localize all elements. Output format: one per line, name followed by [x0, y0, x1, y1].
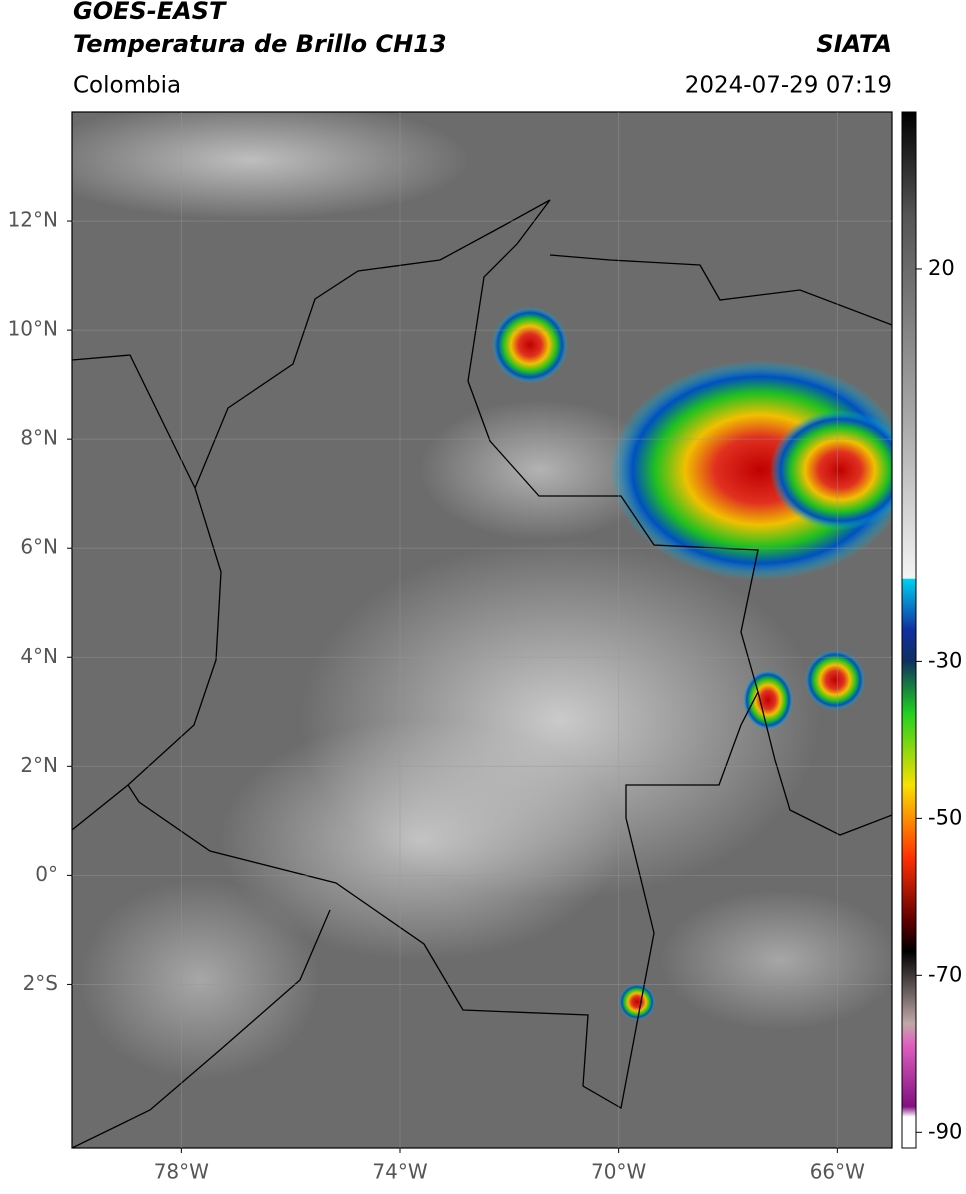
colorbar — [901, 111, 917, 1149]
y-tick-label: 6°N — [20, 535, 58, 559]
y-tick-label: 10°N — [8, 317, 58, 341]
title: GOES-EAST — [73, 0, 227, 25]
y-tick-label: 2°S — [23, 971, 58, 995]
source: SIATA — [816, 30, 892, 58]
y-tick-label: 12°N — [8, 208, 58, 232]
y-tick-label: 8°N — [20, 426, 58, 450]
x-tick-label: 66°W — [810, 1160, 865, 1184]
x-tick-label: 74°W — [372, 1160, 427, 1184]
satellite-image — [72, 112, 892, 1148]
subtitle: Temperatura de Brillo CH13 — [73, 30, 447, 58]
x-tick-label: 70°W — [591, 1160, 646, 1184]
datetime: 2024-07-29 07:19 — [685, 73, 892, 99]
colorbar-tick-label: -50 — [928, 805, 962, 829]
colorbar-tick-label: -90 — [928, 1119, 962, 1143]
y-tick-label: 4°N — [20, 644, 58, 668]
y-tick-label: 2°N — [20, 753, 58, 777]
y-tick-label: 0° — [35, 862, 58, 886]
map-frame — [71, 111, 893, 1149]
region: Colombia — [73, 73, 181, 99]
colorbar-tick-label: 20 — [928, 256, 955, 280]
colorbar-tick-label: -30 — [928, 648, 962, 672]
x-tick-label: 78°W — [154, 1160, 209, 1184]
colorbar-tick-label: -70 — [928, 962, 962, 986]
